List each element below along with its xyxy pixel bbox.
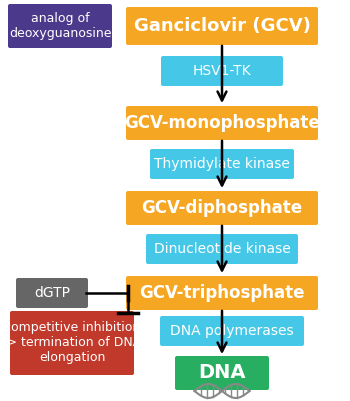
- Text: DNA: DNA: [198, 363, 246, 383]
- FancyBboxPatch shape: [126, 191, 318, 225]
- FancyBboxPatch shape: [126, 7, 318, 45]
- Text: GCV-diphosphate: GCV-diphosphate: [141, 199, 302, 217]
- Text: competitive inhibition
-> termination of DNA
elongation: competitive inhibition -> termination of…: [2, 322, 142, 365]
- Text: GCV-triphosphate: GCV-triphosphate: [139, 284, 305, 302]
- Text: Dinucleotide kinase: Dinucleotide kinase: [154, 242, 290, 256]
- FancyBboxPatch shape: [175, 356, 269, 390]
- Text: analog of
deoxyguanosine: analog of deoxyguanosine: [9, 12, 111, 40]
- FancyBboxPatch shape: [10, 311, 134, 375]
- FancyBboxPatch shape: [161, 56, 283, 86]
- FancyBboxPatch shape: [16, 278, 88, 308]
- FancyBboxPatch shape: [150, 149, 294, 179]
- Text: Thymidylate kinase: Thymidylate kinase: [154, 157, 290, 171]
- FancyBboxPatch shape: [126, 276, 318, 310]
- FancyBboxPatch shape: [8, 4, 112, 48]
- Text: dGTP: dGTP: [34, 286, 70, 300]
- Text: Ganciclovir (GCV): Ganciclovir (GCV): [134, 17, 310, 35]
- FancyBboxPatch shape: [160, 316, 304, 346]
- Text: HSV1-TK: HSV1-TK: [193, 64, 251, 78]
- Text: GCV-monophosphate: GCV-monophosphate: [124, 114, 320, 132]
- FancyBboxPatch shape: [146, 234, 298, 264]
- FancyBboxPatch shape: [126, 106, 318, 140]
- Text: DNA polymerases: DNA polymerases: [170, 324, 294, 338]
